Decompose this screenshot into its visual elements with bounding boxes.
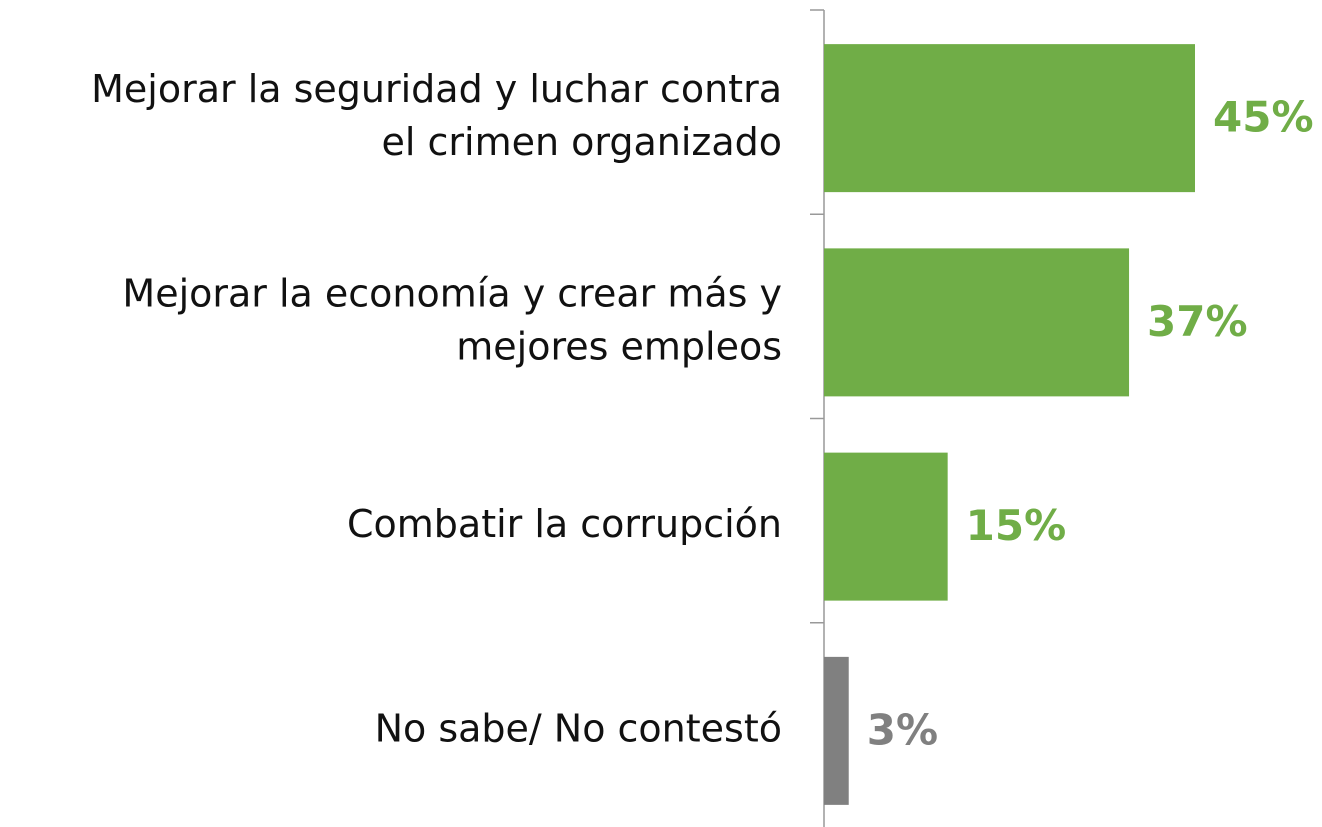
- value-label: 37%: [1147, 297, 1248, 346]
- bar: [824, 452, 948, 601]
- category-label: mejores empleos: [456, 324, 782, 368]
- value-label: 15%: [966, 501, 1067, 550]
- category-label: Combatir la corrupción: [347, 502, 782, 546]
- bar: [824, 44, 1195, 193]
- category-label: Mejorar la seguridad y luchar contra: [91, 67, 782, 111]
- value-label: 3%: [867, 705, 938, 754]
- value-label: 45%: [1213, 93, 1314, 142]
- bar: [824, 656, 849, 805]
- category-label: el crimen organizado: [381, 120, 782, 164]
- category-label: Mejorar la economía y crear más y: [122, 271, 782, 315]
- category-label: No sabe/ No contestó: [375, 706, 782, 750]
- bar: [824, 248, 1130, 397]
